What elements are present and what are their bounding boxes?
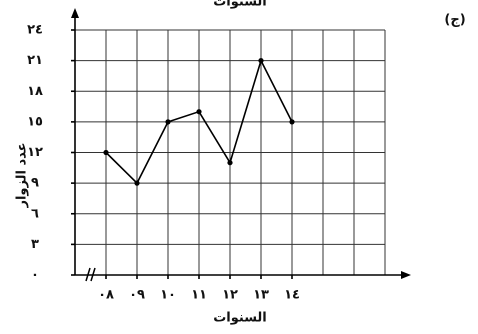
data-point xyxy=(258,58,264,64)
y-tick-label: ١٢ xyxy=(27,145,43,160)
x-tick-label: ١١ xyxy=(191,288,207,303)
y-tick-label: ١٥ xyxy=(27,114,43,129)
y-tick-label: ٦ xyxy=(31,206,39,221)
y-tick-label: ٢١ xyxy=(27,53,43,68)
y-tick-label: ٢٤ xyxy=(27,23,43,38)
y-arrow xyxy=(71,8,79,18)
y-tick-label: ٠ xyxy=(31,268,39,283)
y-tick-label: ٩ xyxy=(31,176,39,191)
axis-break xyxy=(85,267,96,282)
x-tick-label: ١٢ xyxy=(222,288,238,303)
x-axis-label: السنوات xyxy=(213,311,267,326)
x-tick-label: ١٠ xyxy=(160,288,176,303)
data-point xyxy=(227,160,233,166)
x-tick-label: ٠٨ xyxy=(98,288,114,303)
y-tick-label: ١٨ xyxy=(27,84,43,99)
data-point xyxy=(165,119,171,125)
y-tick-label: ٣ xyxy=(31,237,39,252)
x-tick-label: ٠٩ xyxy=(129,288,145,303)
data-point xyxy=(289,119,295,125)
panel-label: (ج) xyxy=(444,13,465,28)
caption: السنوات xyxy=(213,0,267,10)
x-arrow xyxy=(401,271,411,279)
y-axis-label: عدد الزوار xyxy=(15,142,30,208)
data-point xyxy=(103,149,109,156)
x-tick-label: ١٣ xyxy=(253,288,269,303)
data-point xyxy=(196,109,202,115)
data-point xyxy=(134,180,140,186)
x-tick-label: ١٤ xyxy=(284,288,300,303)
